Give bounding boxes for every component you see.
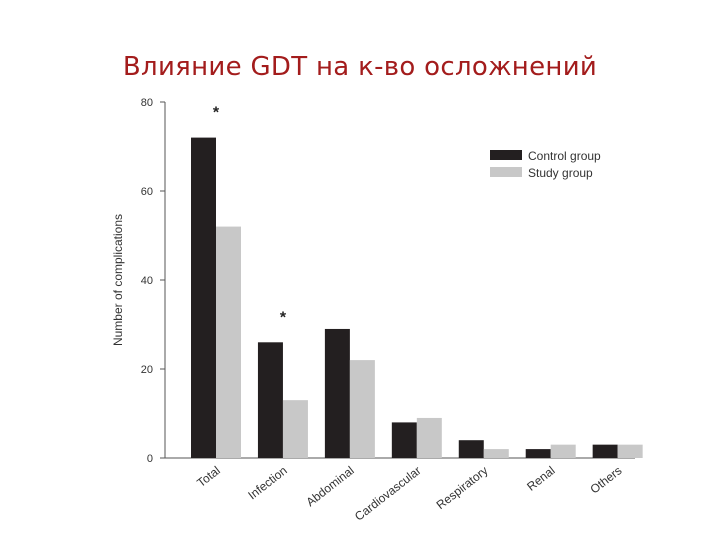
bar-abdominal-control	[324, 328, 350, 458]
bar-respiratory-control	[458, 440, 484, 458]
bar-respiratory-study	[483, 449, 509, 458]
significance-marker: *	[213, 105, 220, 122]
bar-cardiovascular-study	[416, 417, 442, 458]
legend-swatch	[490, 167, 522, 177]
legend-swatch	[490, 150, 522, 160]
x-tick-label: Total	[194, 463, 223, 490]
bar-abdominal-study	[349, 360, 375, 458]
bar-renal-control	[525, 449, 551, 458]
x-tick-label: Cardiovascular	[352, 463, 424, 523]
chart-legend: Control group Study group	[490, 149, 601, 180]
y-tick-label: 0	[147, 453, 153, 465]
bar-cardiovascular-control	[391, 422, 417, 458]
x-tick-label: Abdominal	[303, 463, 356, 509]
x-tick-label: Others	[588, 463, 625, 496]
legend-label: Study group	[528, 166, 593, 180]
bar-renal-study	[550, 444, 576, 458]
bar-total-control	[191, 137, 216, 458]
bar-total-study	[216, 226, 241, 458]
bar-infection-study	[282, 400, 308, 458]
slide-title: Влияние GDT на к-во осложнений	[122, 52, 598, 82]
legend-label: Control group	[528, 149, 601, 163]
chart-bars	[191, 137, 643, 458]
y-tick-label: 80	[141, 97, 153, 109]
y-tick-label: 20	[141, 364, 153, 376]
chart-annotations: **	[213, 105, 287, 327]
y-tick-label: 60	[141, 186, 153, 198]
bar-infection-control	[257, 342, 283, 458]
significance-marker: *	[280, 309, 287, 326]
y-axis-title: Number of complications	[111, 214, 125, 346]
y-tick-label: 40	[141, 275, 153, 287]
x-tick-label: Renal	[524, 463, 557, 493]
bar-others-study	[617, 444, 643, 458]
x-tick-label: Infection	[245, 463, 289, 502]
bar-others-control	[592, 444, 618, 458]
y-axis-ticks: 0 20 40 60 80	[141, 97, 165, 465]
x-tick-label: Respiratory	[434, 463, 491, 512]
